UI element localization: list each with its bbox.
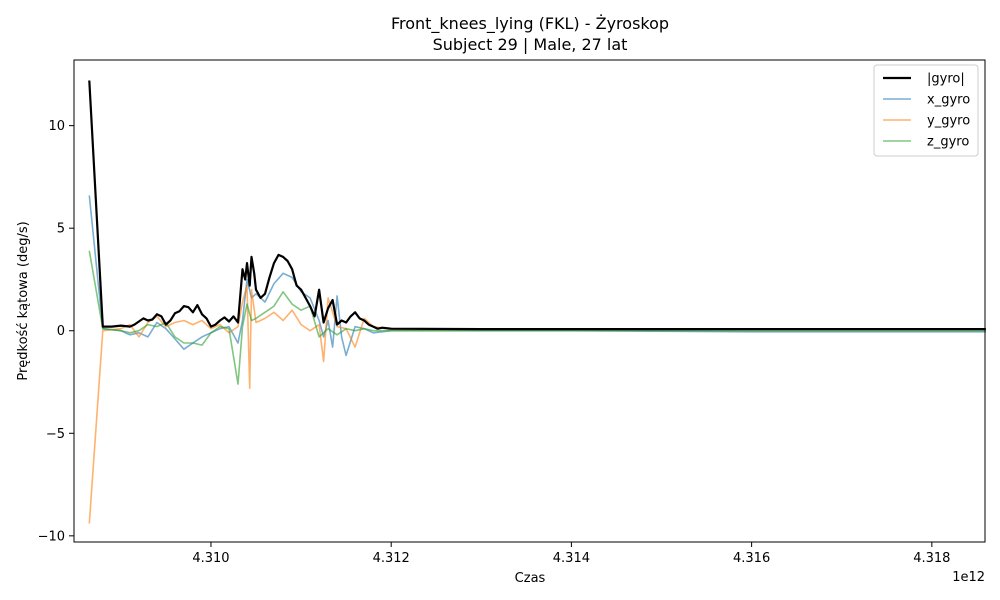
- legend-label: y_gyro: [927, 114, 970, 129]
- y-axis-label: Prędkość kątowa (deg/s): [16, 221, 31, 380]
- x-axis-offset-label: 1e12: [952, 570, 985, 585]
- legend-box: [873, 64, 979, 157]
- x-tick-label: 4.312: [373, 551, 410, 566]
- y-axis-ticks: −10 −5 0 5 10: [38, 119, 74, 544]
- series-line-gyro: [88, 80, 986, 331]
- y-tick-label: −10: [38, 529, 65, 544]
- x-tick-label: 4.318: [913, 551, 950, 566]
- x-axis-label: Czas: [515, 571, 546, 586]
- legend: |gyro| x_gyro y_gyro z_gyro: [873, 64, 979, 157]
- series-line-y-gyro: [88, 284, 986, 524]
- legend-label: z_gyro: [927, 135, 969, 150]
- plot-area-frame: [73, 59, 986, 543]
- legend-label: x_gyro: [927, 93, 970, 108]
- x-tick-label: 4.310: [192, 551, 229, 566]
- legend-label: |gyro|: [927, 72, 965, 87]
- y-tick-label: −5: [46, 427, 65, 442]
- x-axis-ticks: 4.310 4.312 4.314 4.316 4.318: [192, 542, 950, 566]
- x-tick-label: 4.316: [733, 551, 770, 566]
- x-tick-label: 4.314: [553, 551, 590, 566]
- chart-title: Front_knees_lying (FKL) - Żyroskop: [391, 14, 669, 34]
- series-line-z-gyro: [88, 250, 986, 385]
- plot-lines: [88, 80, 986, 524]
- y-tick-label: 10: [48, 119, 65, 134]
- y-tick-label: 0: [57, 324, 65, 339]
- chart-subtitle: Subject 29 | Male, 27 lat: [433, 35, 628, 54]
- y-tick-label: 5: [57, 222, 65, 237]
